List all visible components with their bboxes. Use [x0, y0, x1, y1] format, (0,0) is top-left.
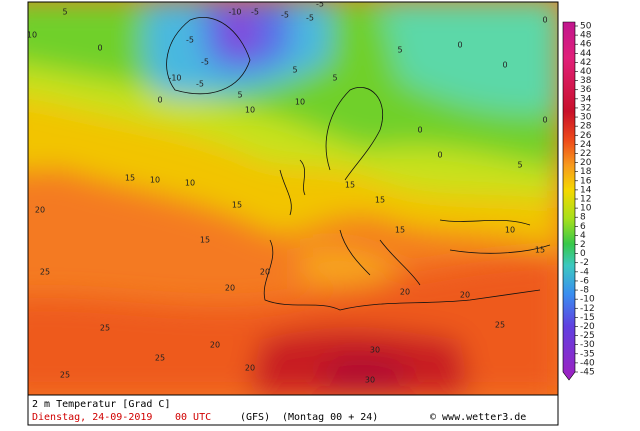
colorbar-label: -35 [580, 349, 595, 359]
colorbar-label: 22 [580, 149, 591, 159]
contour-label: 10 [185, 179, 195, 188]
contour-label: -5 [201, 58, 209, 67]
colorbar-label: 46 [580, 40, 592, 50]
contour-label: 20 [460, 291, 470, 300]
contour-label: 0 [542, 116, 547, 125]
colorbar-label: 38 [580, 76, 592, 86]
contour-label: 25 [60, 371, 70, 380]
contour-label: 10 [295, 98, 305, 107]
colorbar-label: 10 [580, 204, 592, 214]
colorbar-label: 44 [580, 49, 592, 59]
contour-label: 0 [502, 61, 507, 70]
colorbar-label: 28 [580, 122, 592, 132]
contour-label: -5 [251, 8, 259, 17]
contour-label: 0 [157, 96, 162, 105]
contour-label: 5 [237, 91, 242, 100]
contour-label: 30 [365, 376, 375, 385]
colorbar [562, 21, 576, 381]
contour-label: 25 [155, 354, 165, 363]
colorbar-label: 6 [580, 222, 586, 232]
colorbar-label: 20 [580, 158, 592, 168]
contour-label: 15 [200, 236, 210, 245]
colorbar-label: -30 [580, 340, 595, 350]
colorbar-label: 42 [580, 58, 591, 68]
contour-label: 20 [400, 288, 410, 297]
colorbar-label: 30 [580, 113, 592, 123]
contour-label: 0 [417, 126, 422, 135]
contour-label: -10 [228, 8, 241, 17]
footer-run: (Montag 00 + 24) [282, 412, 378, 423]
contour-label: 15 [535, 246, 545, 255]
contour-label: 5 [332, 74, 337, 83]
contour-label: 5 [292, 66, 297, 75]
contour-label: 20 [225, 284, 235, 293]
contour-label: 20 [260, 268, 270, 277]
contour-label: 15 [232, 201, 242, 210]
contour-label: 25 [495, 321, 505, 330]
contour-label: 0 [457, 41, 462, 50]
footer-model: (GFS) [240, 412, 270, 423]
colorbar-label: -2 [580, 258, 589, 268]
colorbar-label: -40 [580, 358, 595, 368]
colorbar-label: 50 [580, 22, 592, 32]
contour-label: 10 [245, 106, 255, 115]
colorbar-label: -25 [580, 331, 595, 341]
colorbar-label: -4 [580, 267, 589, 277]
colorbar-label: 4 [580, 231, 586, 241]
footer-date: Dienstag, 24-09-2019 [32, 412, 152, 423]
colorbar-label: 36 [580, 85, 592, 95]
colorbar-label: -15 [580, 313, 595, 323]
colorbar-label: -6 [580, 276, 589, 286]
colorbar-label: 18 [580, 167, 592, 177]
colorbar-label: -45 [580, 368, 595, 378]
contour-label: -5 [196, 80, 204, 89]
contour-label: 25 [40, 268, 50, 277]
contour-label: 15 [375, 196, 385, 205]
colorbar-label: 34 [580, 94, 592, 104]
contour-label: 20 [210, 341, 220, 350]
footer [27, 394, 559, 426]
contour-label: 5 [62, 8, 67, 17]
contour-label: 0 [542, 16, 547, 25]
footer-title: 2 m Temperatur [Grad C] [32, 399, 170, 410]
colorbar-label: 16 [580, 176, 592, 186]
footer-time: 00 UTC [175, 412, 211, 423]
colorbar-label: -10 [580, 295, 595, 305]
contour-label: 10 [27, 31, 37, 40]
colorbar-label: 26 [580, 131, 592, 141]
contour-label: 20 [35, 206, 45, 215]
contour-label: 10 [505, 226, 515, 235]
contour-label: 30 [370, 346, 380, 355]
colorbar-label: 2 [580, 240, 586, 250]
contour-label: -5 [281, 11, 289, 20]
colorbar-label: 14 [580, 185, 592, 195]
contour-label: -5 [316, 0, 324, 9]
contour-label: 15 [395, 226, 405, 235]
colorbar-label: 48 [580, 31, 592, 41]
contour-label: 15 [125, 174, 135, 183]
contour-label: -5 [306, 14, 314, 23]
contour-label: 0 [97, 44, 102, 53]
colorbar-label: 8 [580, 213, 586, 223]
colorbar-label: -8 [580, 286, 589, 296]
colorbar-label: 24 [580, 140, 592, 150]
colorbar-label: -20 [580, 322, 595, 332]
contour-label: 10 [150, 176, 160, 185]
colorbar-label: 0 [580, 249, 586, 259]
contour-label: -10 [168, 74, 181, 83]
colorbar-label: -12 [580, 304, 595, 314]
contour-label: 5 [517, 161, 522, 170]
contour-label: 15 [345, 181, 355, 190]
contour-label: 25 [100, 324, 110, 333]
contour-label: 5 [397, 46, 402, 55]
colorbar-label: 40 [580, 67, 592, 77]
colorbar-label: 32 [580, 103, 591, 113]
contour-label: 0 [437, 151, 442, 160]
footer-credit: © www.wetter3.de [430, 412, 526, 423]
contour-label: 20 [245, 364, 255, 373]
colorbar-label: 12 [580, 195, 591, 205]
contour-label: -5 [186, 36, 194, 45]
